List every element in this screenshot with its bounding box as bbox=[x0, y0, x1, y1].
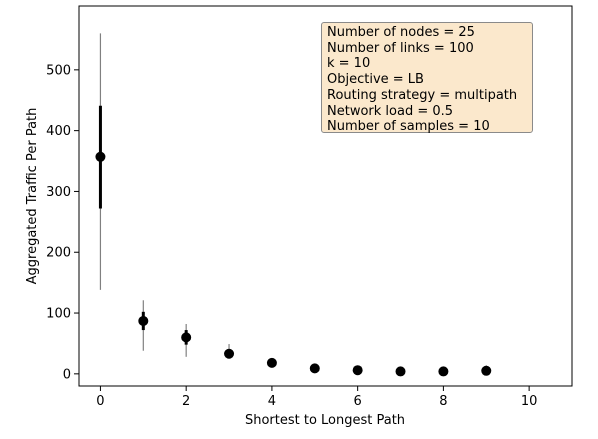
info-line-routing: Routing strategy = multipath bbox=[327, 87, 518, 103]
x-tick-label: 0 bbox=[96, 394, 104, 409]
x-axis-title: Shortest to Longest Path bbox=[245, 413, 405, 428]
info-line-k: k = 10 bbox=[327, 56, 371, 72]
chart-marks bbox=[95, 33, 492, 377]
x-tick-label: 2 bbox=[182, 394, 190, 409]
data-point bbox=[266, 357, 277, 368]
info-line-links: Number of links = 100 bbox=[327, 40, 474, 56]
y-tick-label: 200 bbox=[46, 246, 71, 261]
info-line-objective: Objective = LB bbox=[327, 72, 424, 88]
x-tick-label: 6 bbox=[354, 394, 362, 409]
info-line-load: Network load = 0.5 bbox=[327, 103, 454, 119]
data-point bbox=[438, 366, 449, 377]
parameters-box: Number of nodes = 25 Number of links = 1… bbox=[321, 22, 533, 135]
x-tick-label: 4 bbox=[268, 394, 276, 409]
y-axis-title: Aggregated Traffic Per Path bbox=[25, 108, 40, 285]
x-tick-label: 8 bbox=[439, 394, 447, 409]
data-point bbox=[224, 348, 235, 359]
y-tick-label: 400 bbox=[46, 124, 71, 139]
y-tick-label: 500 bbox=[46, 63, 71, 78]
data-point bbox=[309, 363, 320, 374]
data-point bbox=[95, 151, 106, 162]
data-point bbox=[138, 315, 149, 326]
plot-frame bbox=[78, 5, 573, 387]
x-tick-label: 10 bbox=[521, 394, 538, 409]
data-point bbox=[481, 365, 492, 376]
y-tick-label: 0 bbox=[63, 367, 71, 382]
info-line-nodes: Number of nodes = 25 bbox=[327, 25, 475, 40]
x-axis-ticks: 0 2 4 6 8 10 bbox=[96, 386, 537, 409]
y-axis-ticks: 0 100 200 300 400 500 bbox=[46, 63, 79, 382]
data-point bbox=[181, 332, 192, 343]
y-tick-label: 300 bbox=[46, 185, 71, 200]
y-tick-label: 100 bbox=[46, 307, 71, 322]
data-point bbox=[352, 365, 363, 376]
data-point bbox=[395, 366, 406, 377]
info-line-samples: Number of samples = 10 bbox=[327, 119, 490, 135]
